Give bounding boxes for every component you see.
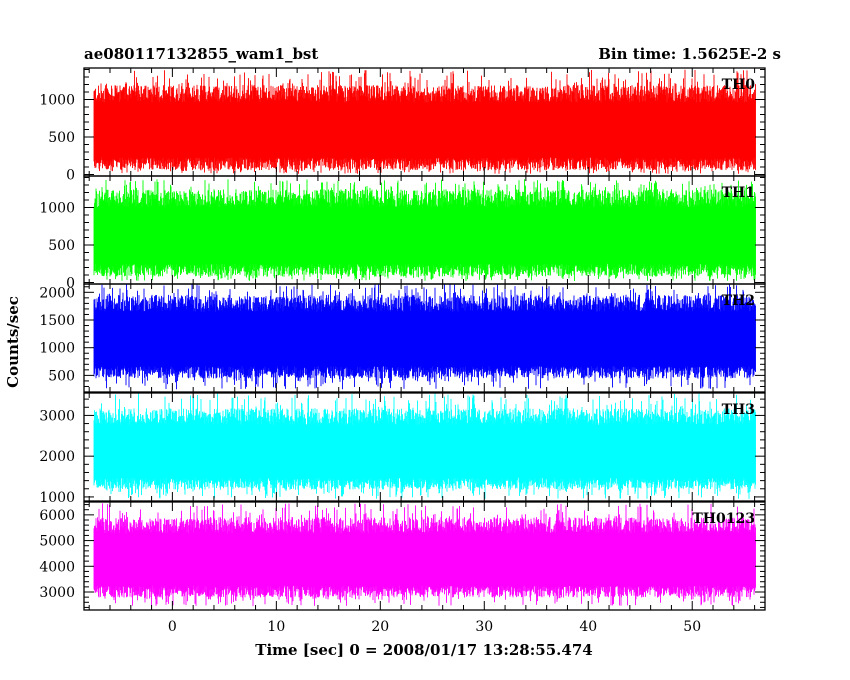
y-tick-label: 2000 bbox=[39, 449, 75, 465]
y-tick-label: 500 bbox=[48, 238, 75, 254]
x-tick-label: 30 bbox=[475, 619, 493, 635]
y-tick-label: 0 bbox=[66, 276, 75, 292]
y-tick-label: 0 bbox=[66, 168, 75, 184]
panel-label-th2: TH2 bbox=[722, 293, 755, 309]
y-tick-label: 2000 bbox=[39, 285, 75, 301]
y-tick-label: 1000 bbox=[39, 341, 75, 357]
x-axis-title: Time [sec] 0 = 2008/01/17 13:28:55.474 bbox=[255, 641, 592, 659]
panel-frame bbox=[83, 283, 766, 393]
y-axis-title: Counts/sec bbox=[4, 296, 22, 388]
panel-th1: 0 500 1000 TH1 bbox=[39, 175, 766, 292]
x-tick-label: 0 bbox=[168, 619, 177, 635]
series-th0-trace bbox=[93, 69, 756, 174]
bin-time-label: Bin time: 1.5625E-2 s bbox=[598, 45, 781, 63]
x-tick-label: 50 bbox=[683, 619, 701, 635]
x-tick-label: 10 bbox=[267, 619, 285, 635]
y-tick-label: 3000 bbox=[39, 408, 75, 424]
panel-th3: 1000 2000 3000 TH3 bbox=[39, 392, 766, 506]
panel-th2: 500 1000 1500 2000 TH2 bbox=[39, 283, 766, 393]
y-tick-label: 1000 bbox=[39, 201, 75, 217]
y-tick-label: 1000 bbox=[39, 490, 75, 506]
y-tick-label: 5000 bbox=[39, 534, 75, 550]
y-tick-label: 3000 bbox=[39, 585, 75, 601]
panel-label-th3: TH3 bbox=[722, 402, 755, 418]
y-tick-label: 500 bbox=[48, 368, 75, 384]
x-tick-label: 40 bbox=[579, 619, 597, 635]
series-th1-trace bbox=[93, 179, 756, 281]
series-th0123-trace bbox=[93, 503, 756, 607]
series-th3-trace bbox=[93, 393, 756, 499]
y-tick-label: 4000 bbox=[39, 559, 75, 575]
panel-label-th0: TH0 bbox=[722, 77, 756, 93]
panel-th0: 0 500 1000 TH0 bbox=[39, 67, 766, 184]
y-tick-label: 1000 bbox=[39, 93, 75, 109]
y-tick-label: 6000 bbox=[39, 508, 75, 524]
chart-title: ae080117132855_wam1_bst bbox=[84, 45, 318, 63]
panel-label-th0123: TH0123 bbox=[692, 511, 755, 527]
panel-th0123: 3000 4000 5000 6000 TH0123 bbox=[39, 501, 766, 611]
y-tick-label: 1500 bbox=[39, 313, 75, 329]
series-th2-trace bbox=[93, 284, 756, 390]
x-axis: 0 10 20 30 40 50 bbox=[168, 619, 701, 635]
panel-frame bbox=[83, 392, 766, 502]
panels-group: 0 500 1000 TH0 0 500 1000 TH1 500 1000 1500 2000 TH2… bbox=[39, 67, 766, 611]
panel-label-th1: TH1 bbox=[722, 185, 755, 201]
x-tick-label: 20 bbox=[371, 619, 389, 635]
y-tick-label: 500 bbox=[48, 130, 75, 146]
